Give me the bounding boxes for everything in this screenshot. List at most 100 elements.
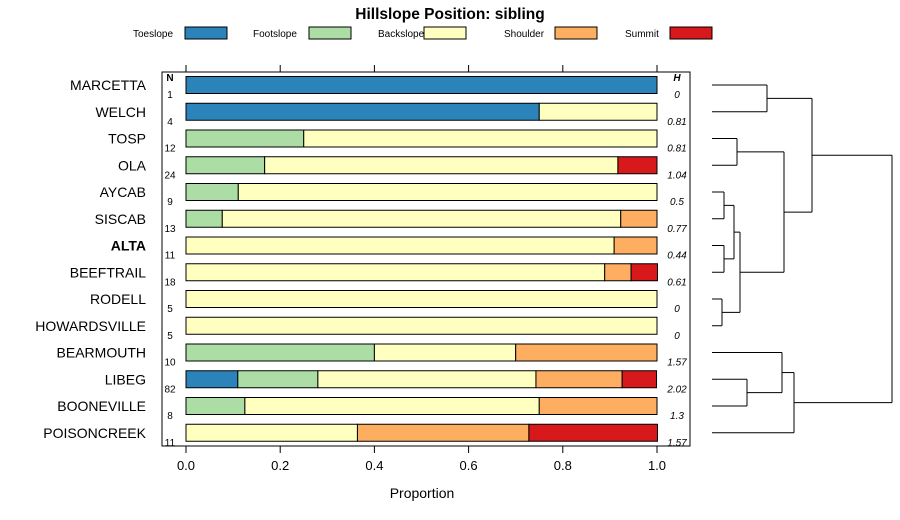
h-value: 1.04: [667, 170, 687, 181]
bar-segment-shoulder: [620, 209, 658, 228]
legend-label-summit: Summit: [625, 29, 659, 40]
bar-row-libeg: LIBEG 82 2.02: [105, 370, 687, 395]
legend-swatch-footslope: [308, 26, 352, 40]
x-axis-label: Proportion: [390, 485, 455, 501]
legend-swatch-toeslope: [184, 26, 228, 40]
bar-segment-shoulder: [613, 236, 658, 255]
h-value: 0.61: [667, 277, 686, 288]
row-label: OLA: [118, 157, 147, 173]
n-value: 82: [164, 384, 176, 395]
bar-segment-toeslope: [185, 370, 239, 389]
bar-segment-backslope: [373, 343, 517, 362]
row-label: ALTA: [111, 238, 146, 254]
h-header: H: [673, 73, 681, 84]
bar-segment-shoulder: [356, 423, 530, 442]
n-value: 4: [167, 117, 173, 128]
row-label: BEARMOUTH: [57, 345, 146, 361]
n-value: 24: [164, 170, 176, 181]
bar-row-siscab: SISCAB 13 0.77: [95, 209, 687, 235]
row-label: BOONEVILLE: [57, 398, 146, 414]
bar-row-tosp: TOSP 12 0.81: [108, 129, 687, 155]
bar-row-marcetta: MARCETTA 1 0: [70, 76, 680, 101]
n-value: 5: [167, 304, 173, 315]
h-value: 0: [674, 304, 680, 315]
n-value: 8: [167, 411, 173, 422]
legend-swatch-shoulder: [554, 26, 598, 40]
legend-label-backslope: Backslope: [378, 29, 425, 40]
n-value: 1: [167, 90, 173, 101]
bar-segment-toeslope: [185, 76, 658, 94]
x-tick-label-1: 0.2: [271, 458, 289, 473]
row-label: MARCETTA: [70, 77, 147, 93]
row-label: WELCH: [95, 104, 146, 120]
bar-row-aycab: AYCAB 9 0.5: [100, 183, 684, 208]
bar-segment-footslope: [185, 209, 223, 228]
bar-row-beeftrail: BEEFTRAIL 18 0.61: [70, 263, 687, 288]
h-value: 0: [674, 90, 680, 101]
bar-segment-summit: [621, 370, 658, 389]
bar-segment-footslope: [185, 343, 375, 362]
bar-segment-backslope: [185, 263, 606, 282]
bar-row-ola: OLA 24 1.04: [118, 156, 687, 181]
h-value: 0: [674, 331, 680, 342]
bar-segment-backslope: [221, 209, 622, 228]
n-value: 18: [164, 277, 176, 288]
bar-row-poisoncreek: POISONCREEK 11 1.57: [43, 423, 687, 449]
legend: Toeslope Footslope Backslope Shoulder Summit: [133, 26, 713, 40]
bar-row-welch: WELCH 4 0.81: [95, 102, 687, 128]
row-label: AYCAB: [100, 184, 146, 200]
x-tick-label-2: 0.4: [365, 458, 383, 473]
x-tick-label-0: 0.0: [177, 458, 195, 473]
x-axis-bottom: 0.0 0.2 0.4 0.6 0.8 1.0: [177, 446, 666, 473]
bar-row-alta: ALTA 11 0.44: [111, 236, 687, 262]
bar-segment-backslope: [264, 156, 619, 175]
bar-segment-footslope: [185, 129, 305, 148]
bar-segment-footslope: [237, 370, 319, 389]
x-tick-label-5: 1.0: [648, 458, 666, 473]
h-value: 0.81: [667, 144, 686, 155]
x-tick-label-4: 0.8: [554, 458, 572, 473]
h-value: 0.81: [667, 117, 686, 128]
n-header: N: [166, 73, 173, 84]
bar-segment-shoulder: [515, 343, 658, 362]
bar-segment-footslope: [185, 397, 246, 415]
row-label: BEEFTRAIL: [70, 264, 146, 280]
row-label: SISCAB: [95, 211, 146, 227]
h-value: 1.3: [670, 411, 684, 422]
bar-segment-summit: [617, 156, 658, 175]
plot-panel: [161, 71, 691, 447]
n-value: 11: [165, 251, 176, 262]
bar-segment-backslope: [185, 316, 658, 335]
bar-segment-summit: [630, 263, 658, 282]
x-axis-top: [185, 65, 658, 72]
h-value: 2.02: [666, 384, 687, 395]
n-value: 9: [167, 197, 173, 208]
bar-segment-summit: [528, 423, 658, 442]
bar-segment-toeslope: [185, 102, 540, 121]
legend-label-footslope: Footslope: [253, 29, 297, 40]
bar-row-bearmouth: BEARMOUTH 10 1.57: [57, 343, 687, 369]
bar-segment-shoulder: [604, 263, 632, 282]
n-value: 10: [164, 358, 176, 369]
h-value: 1.57: [667, 358, 687, 369]
dendrogram: [712, 84, 893, 434]
bar-segment-backslope: [185, 423, 358, 442]
row-label: TOSP: [108, 131, 146, 147]
row-label: LIBEG: [105, 371, 146, 387]
bar-segment-footslope: [185, 183, 239, 201]
x-tick-label-3: 0.6: [460, 458, 478, 473]
n-value: 13: [164, 224, 176, 235]
bar-segment-shoulder: [535, 370, 623, 389]
n-value: 12: [164, 144, 176, 155]
bar-segment-footslope: [185, 156, 266, 175]
bar-row-howardsville: HOWARDSVILLE 5 0: [35, 316, 680, 342]
bar-segment-backslope: [303, 129, 658, 148]
bar-segment-backslope: [185, 236, 615, 255]
n-value: 5: [167, 331, 173, 342]
legend-label-toeslope: Toeslope: [133, 29, 173, 40]
row-label: HOWARDSVILLE: [35, 318, 146, 334]
bar-segment-backslope: [538, 102, 658, 121]
bar-segment-shoulder: [538, 397, 658, 415]
bar-segment-backslope: [185, 290, 658, 308]
row-label: RODELL: [90, 291, 146, 307]
